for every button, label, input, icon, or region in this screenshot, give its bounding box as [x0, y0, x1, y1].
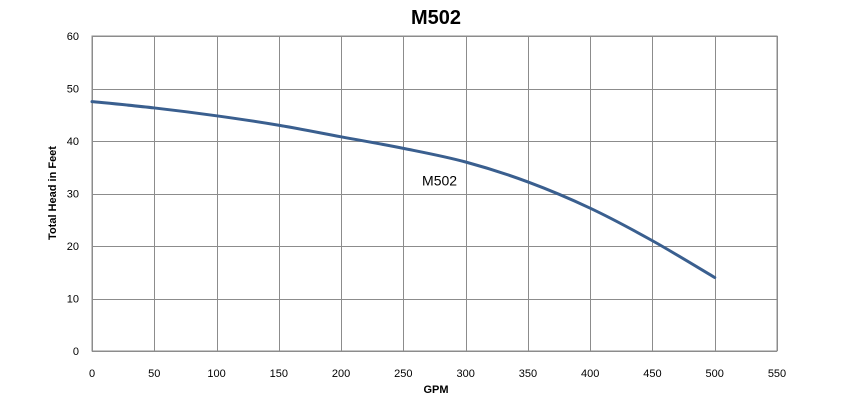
y-tick-label: 50 — [67, 84, 79, 96]
x-tick-label: 550 — [768, 368, 786, 380]
series-label-m502: M502 — [422, 173, 457, 189]
x-tick-labels: 0 50 100 150 200 250 300 350 400 450 500 550 — [89, 368, 786, 380]
grid-lines — [92, 36, 778, 352]
y-tick-label: 60 — [67, 31, 79, 43]
series-layer: M502 — [90, 100, 717, 279]
y-tick-label: 20 — [67, 241, 79, 253]
x-tick-label: 450 — [643, 368, 661, 380]
x-tick-label: 50 — [148, 368, 160, 380]
x-tick-label: 500 — [706, 368, 724, 380]
y-tick-label: 10 — [67, 294, 79, 306]
x-tick-label: 250 — [394, 368, 412, 380]
x-axis-label: GPM — [423, 384, 448, 396]
plot-area-frame — [91, 35, 778, 352]
series-line-m502 — [90, 100, 717, 279]
x-tick-label: 300 — [456, 368, 474, 380]
y-tick-label: 0 — [73, 346, 79, 358]
y-tick-label: 40 — [67, 136, 79, 148]
y-axis-label: Total Head in Feet — [47, 146, 59, 240]
x-tick-label: 0 — [89, 368, 95, 380]
x-tick-label: 100 — [207, 368, 225, 380]
x-tick-label: 400 — [581, 368, 599, 380]
y-tick-labels: 0 10 20 30 40 50 60 — [67, 31, 79, 358]
chart-title: M502 — [411, 7, 461, 29]
x-tick-label: 350 — [519, 368, 537, 380]
y-tick-label: 30 — [67, 189, 79, 201]
x-tick-label: 200 — [332, 368, 350, 380]
x-tick-label: 150 — [270, 368, 288, 380]
